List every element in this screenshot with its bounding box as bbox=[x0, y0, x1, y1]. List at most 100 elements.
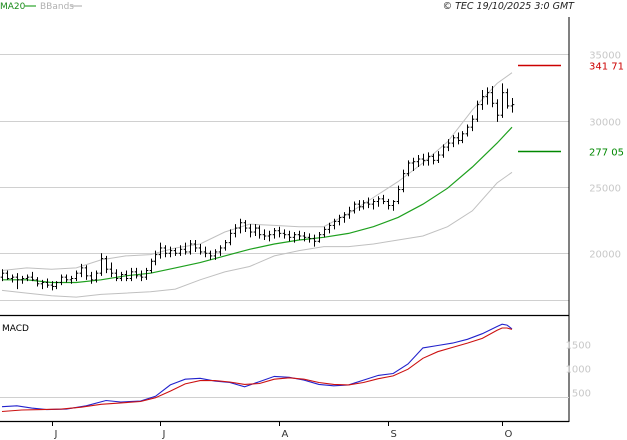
resistance-level-label: 341 71 bbox=[589, 62, 624, 73]
ma20-line bbox=[2, 126, 513, 284]
ohlc-bar bbox=[391, 200, 396, 211]
support-level-label: 277 05 bbox=[589, 148, 624, 159]
ohlc-bar bbox=[302, 232, 307, 242]
macd-panel: MACD 500 1000 1500 bbox=[0, 323, 591, 413]
ohlc-bar bbox=[371, 198, 376, 210]
ohlc-bar bbox=[99, 253, 104, 276]
ohlc-bar bbox=[248, 224, 253, 238]
ohlc-bar bbox=[89, 271, 94, 284]
ohlc-bar bbox=[69, 275, 74, 284]
ohlc-bar bbox=[153, 250, 158, 266]
ohlc-bar bbox=[307, 233, 312, 243]
macd-ytick-label: 500 bbox=[572, 389, 591, 400]
bollinger-bands bbox=[1, 72, 513, 298]
ohlc-bar bbox=[282, 229, 287, 239]
ohlc-bar bbox=[20, 275, 25, 284]
ohlc-bar bbox=[238, 218, 243, 234]
ohlc-bar bbox=[431, 153, 436, 165]
ohlc-bar bbox=[188, 239, 193, 255]
macd-ytick-label: 1000 bbox=[566, 365, 591, 376]
ohlc-bar bbox=[50, 281, 55, 291]
price-bars bbox=[0, 83, 515, 291]
ohlc-bar bbox=[119, 271, 124, 282]
ohlc-bar bbox=[396, 185, 401, 205]
price-gridlines bbox=[0, 54, 569, 301]
ohlc-bar bbox=[228, 229, 233, 246]
ohlc-bar bbox=[381, 194, 386, 205]
ohlc-bar bbox=[257, 225, 262, 239]
ohlc-bar bbox=[441, 144, 446, 158]
ohlc-bar bbox=[401, 169, 406, 193]
ohlc-bar bbox=[416, 155, 421, 167]
ohlc-bar bbox=[500, 83, 505, 118]
ohlc-bar bbox=[322, 226, 327, 238]
ohlc-bar bbox=[213, 249, 218, 260]
ohlc-bar bbox=[45, 278, 50, 288]
month-label: O bbox=[505, 429, 513, 440]
price-ytick-labels: 20000 25000 30000 35000 bbox=[589, 51, 621, 261]
ohlc-bar bbox=[5, 270, 10, 280]
ohlc-bar bbox=[451, 135, 456, 148]
ohlc-bar bbox=[35, 277, 40, 287]
ohlc-bar bbox=[203, 246, 208, 258]
macd-ytick-label: 1500 bbox=[566, 341, 591, 352]
ohlc-bar bbox=[456, 132, 461, 145]
ohlc-bar bbox=[361, 200, 366, 210]
ohlc-bar bbox=[114, 269, 119, 282]
ohlc-bar bbox=[233, 224, 238, 238]
legend-label-ma20: MA20 bbox=[0, 2, 26, 12]
ohlc-bar bbox=[465, 124, 470, 137]
ohlc-bar bbox=[193, 239, 198, 252]
ohlc-bar bbox=[208, 250, 213, 260]
ohlc-bar bbox=[74, 270, 79, 282]
ohlc-bar bbox=[357, 200, 362, 211]
ohlc-bar bbox=[337, 214, 342, 226]
ohlc-bar bbox=[158, 242, 163, 259]
ohlc-bar bbox=[79, 263, 84, 278]
bb-upper-line bbox=[1, 72, 513, 271]
ohlc-bar bbox=[411, 157, 416, 171]
ohlc-bar bbox=[386, 198, 391, 210]
ohlc-bar bbox=[475, 100, 480, 122]
price-ytick-label: 30000 bbox=[589, 118, 621, 129]
ohlc-bar bbox=[347, 206, 352, 219]
ohlc-bar bbox=[510, 97, 515, 113]
ohlc-bar bbox=[287, 230, 292, 242]
ohlc-bar bbox=[223, 239, 228, 251]
ohlc-bar bbox=[406, 160, 411, 177]
ohlc-bar bbox=[297, 230, 302, 240]
ohlc-bar bbox=[470, 115, 475, 132]
ohlc-bar bbox=[144, 267, 149, 280]
ohlc-bar bbox=[421, 153, 426, 166]
ohlc-bar bbox=[149, 258, 154, 274]
ohlc-bar bbox=[277, 226, 282, 238]
ohlc-bar bbox=[490, 86, 495, 108]
macd-lines bbox=[1, 323, 513, 413]
month-label: A bbox=[282, 429, 289, 440]
bb-lower-line bbox=[1, 171, 513, 298]
ohlc-bar bbox=[59, 274, 64, 286]
ohlc-bar bbox=[64, 274, 69, 283]
ohlc-bar bbox=[0, 269, 5, 282]
price-ytick-label: 25000 bbox=[589, 184, 621, 195]
ohlc-bar bbox=[312, 234, 317, 247]
ohlc-bar bbox=[168, 246, 173, 258]
macd-panel-title: MACD bbox=[2, 324, 29, 334]
ohlc-bar bbox=[10, 274, 15, 283]
ohlc-bar bbox=[342, 212, 347, 223]
ohlc-bar bbox=[198, 243, 203, 255]
ohlc-bar bbox=[94, 270, 99, 283]
ohlc-bar bbox=[505, 88, 510, 109]
ohlc-bar bbox=[272, 228, 277, 239]
ohlc-bar bbox=[15, 273, 20, 290]
month-label: J bbox=[54, 429, 58, 440]
ohlc-bar bbox=[366, 197, 371, 209]
price-panel: 20000 25000 30000 35000 341 71 277 05 bbox=[0, 51, 624, 301]
price-levels: 341 71 277 05 bbox=[518, 62, 624, 159]
ohlc-bar bbox=[54, 281, 59, 290]
ohlc-bar bbox=[183, 242, 188, 255]
ohlc-bar bbox=[253, 224, 258, 237]
ohlc-bar bbox=[446, 139, 451, 152]
